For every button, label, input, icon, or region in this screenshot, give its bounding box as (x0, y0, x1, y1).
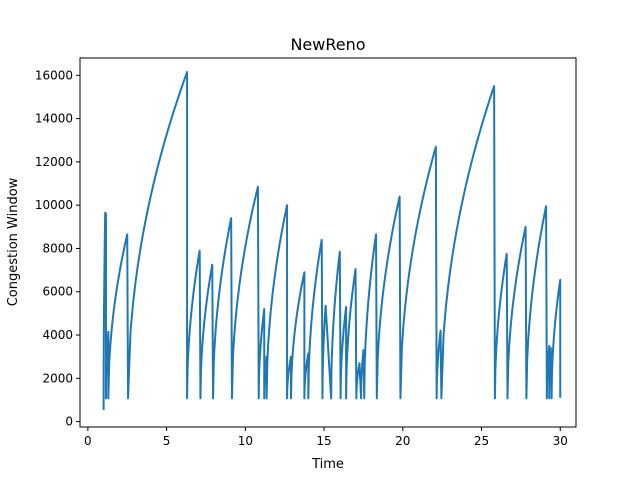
x-tick-label: 15 (316, 434, 331, 448)
y-tick-label: 12000 (35, 155, 73, 169)
y-axis-label: Congestion Window (6, 177, 21, 306)
y-tick-label: 0 (65, 415, 73, 429)
x-tick-label: 5 (163, 434, 171, 448)
x-axis-ticks: 0 5 10 15 20 25 30 (84, 427, 568, 448)
x-tick-label: 25 (474, 434, 489, 448)
x-tick-label: 30 (553, 434, 568, 448)
x-tick-label: 0 (84, 434, 92, 448)
y-tick-label: 14000 (35, 112, 73, 126)
x-tick-label: 20 (395, 434, 410, 448)
y-tick-label: 2000 (42, 371, 73, 385)
x-axis-label: Time (311, 457, 344, 472)
y-tick-label: 10000 (35, 198, 73, 212)
series-line-congestion-window (102, 71, 562, 410)
y-tick-label: 4000 (42, 328, 73, 342)
y-tick-label: 16000 (35, 68, 73, 82)
y-tick-label: 8000 (42, 241, 73, 255)
axes-frame (79, 57, 577, 428)
chart-title: NewReno (290, 35, 365, 54)
plot-area (79, 57, 577, 428)
x-tick-label: 10 (238, 434, 253, 448)
y-tick-label: 6000 (42, 285, 73, 299)
y-axis-ticks: 0 2000 4000 6000 8000 10000 12000 14000 16000 (35, 68, 80, 429)
